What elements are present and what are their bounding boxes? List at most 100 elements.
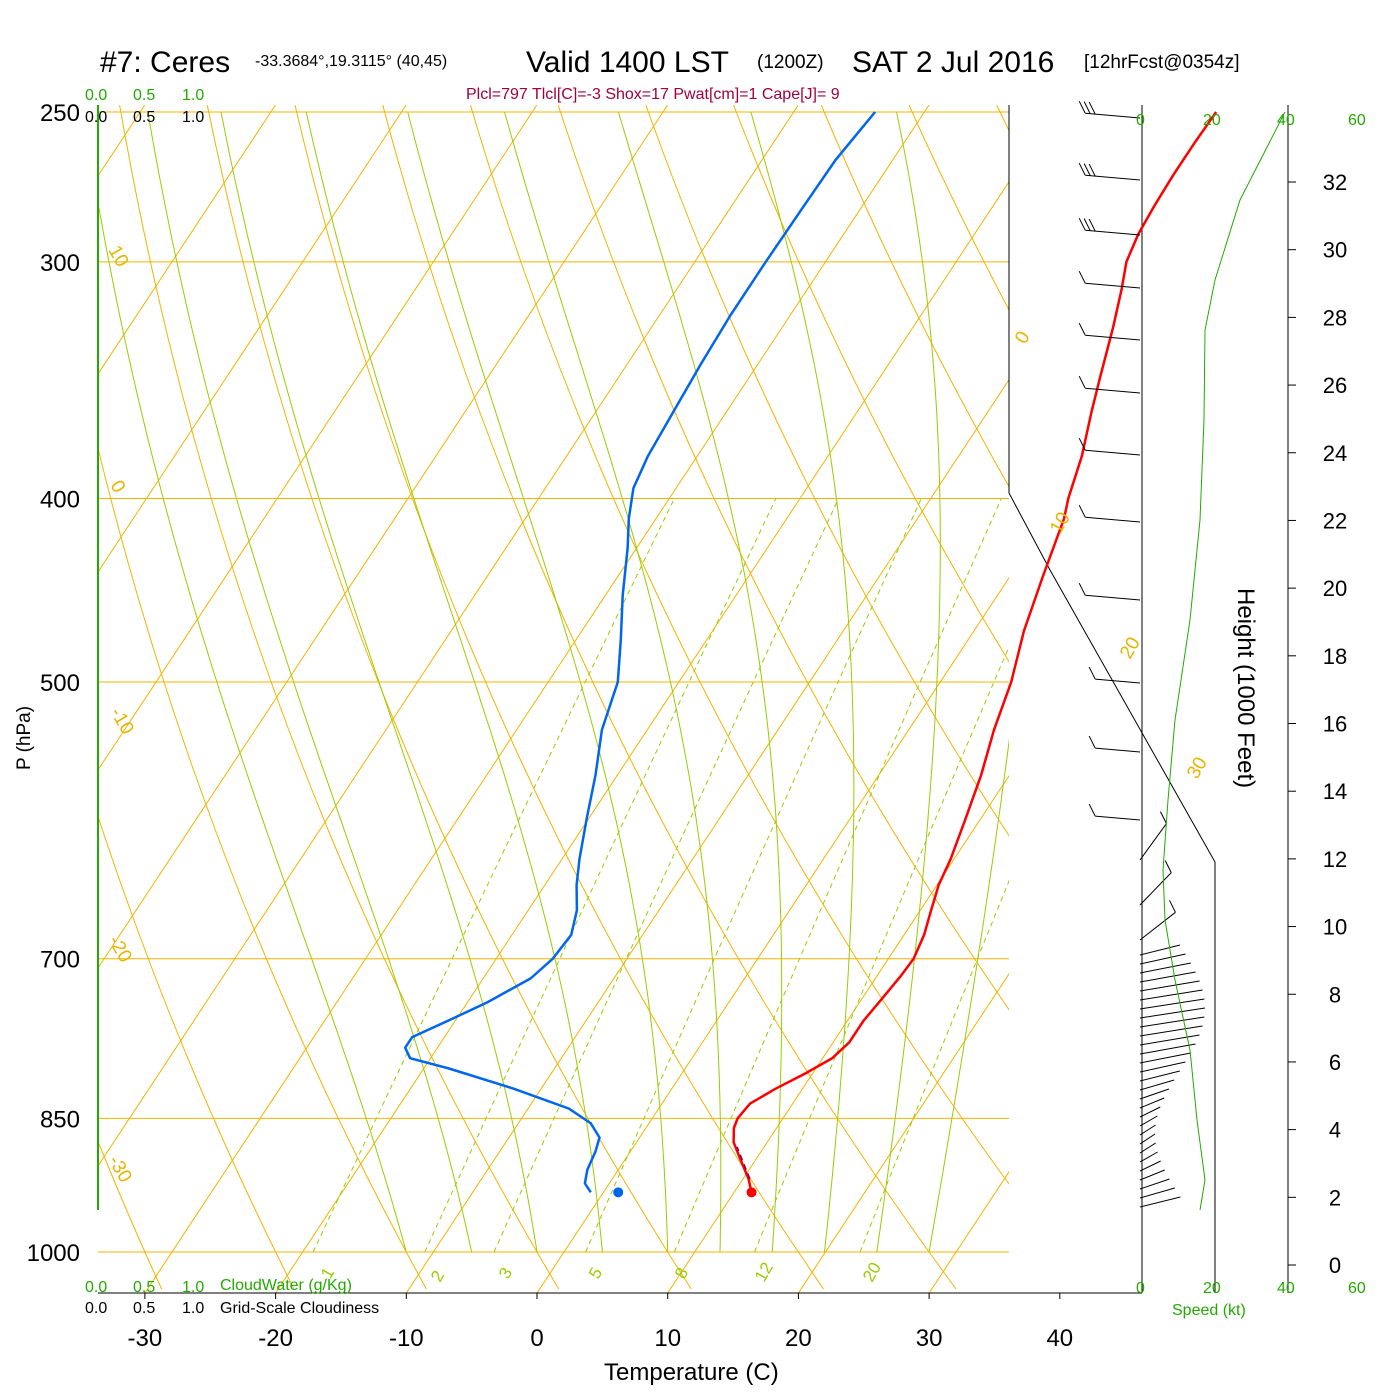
isotherm-label: 10: [104, 242, 133, 271]
wind-barb-staff: [1139, 911, 1176, 941]
isotherm-line: [98, 105, 668, 969]
wind-barb-staff: [1085, 112, 1141, 119]
low-level-barb: [1139, 998, 1205, 1010]
isotherm-line: [0, 105, 14, 1293]
cloudwater-scale-bottom-2: 1.0: [182, 1279, 204, 1296]
plot-area: [0, 105, 1009, 1293]
wind-barb: [1139, 811, 1167, 861]
low-level-barb: [1139, 962, 1191, 974]
dry-adiabat-line: [294, 105, 825, 1290]
isotherm-line: [667, 774, 1009, 1293]
x-axis-title: Temperature (C): [604, 1359, 779, 1386]
low-level-barb: [1139, 1196, 1181, 1208]
isotherm-label: -10: [106, 704, 138, 738]
wind-barb-feather: [1078, 100, 1086, 114]
wind-barb-feather: [1088, 101, 1096, 115]
height-tick-label: 6: [1329, 1050, 1341, 1075]
forecast-info: [12hrFcst@0354z]: [1084, 52, 1240, 73]
speed-tick-top-2: 40: [1277, 112, 1295, 129]
moist-adiabat-line: [407, 111, 669, 1253]
low-level-barb: [1139, 1187, 1175, 1199]
mixing-ratio-label: 2: [427, 1267, 448, 1285]
wind-barb: [1078, 100, 1141, 119]
height-tick-label: 14: [1323, 779, 1347, 804]
wind-barb: [1078, 375, 1141, 394]
moist-adiabat-line: [305, 111, 603, 1253]
isotherm-label: 10: [1046, 509, 1075, 538]
isotherm-line: [98, 105, 407, 573]
wind-barb-staff: [1085, 387, 1141, 394]
wind-speed-profile: [1162, 111, 1286, 1211]
low-level-barb: [1139, 1133, 1156, 1145]
low-level-barb: [1139, 1106, 1161, 1118]
speed-tick-bottom-0: 0: [1136, 1280, 1145, 1297]
mixing-ratio-line: [585, 498, 922, 1253]
cloudiness-scale-bottom-1: 0.5: [133, 1300, 155, 1317]
moist-adiabat-line: [98, 199, 407, 1253]
dry-adiabat-line: [557, 105, 1009, 1011]
dry-adiabat-line: [98, 814, 295, 1290]
dry-adiabat-line: [206, 105, 692, 1290]
wind-barb: [1078, 582, 1141, 601]
mixing-ratio-line: [493, 498, 840, 1253]
low-level-barb: [1139, 980, 1200, 992]
wind-barb-feather: [1083, 101, 1091, 114]
isotherm-line: [797, 973, 1009, 1293]
wind-barb-feather: [1169, 900, 1176, 913]
data-layer: [403, 111, 1218, 1198]
wind-barb-staff: [1085, 594, 1141, 601]
isotherm-line: [928, 1171, 1009, 1293]
wind-barb-staff: [1085, 516, 1141, 523]
wind-barb-feather: [1088, 666, 1096, 680]
speed-tick-top-0: 0: [1136, 112, 1145, 129]
dry-adiabat-line: [98, 1140, 163, 1290]
low-level-barb: [1139, 1025, 1203, 1037]
wind-barb-feather: [1078, 162, 1086, 176]
low-level-barb: [1139, 1115, 1158, 1127]
moist-adiabat-line: [617, 111, 783, 1253]
height-axis-title: Height (1000 Feet): [1232, 588, 1259, 788]
moist-adiabat-line: [147, 111, 473, 1253]
wind-barb: [1088, 735, 1141, 753]
height-tick-label: 24: [1323, 441, 1347, 466]
height-tick-label: 18: [1323, 644, 1347, 669]
mixing-ratio-line: [673, 498, 1002, 1253]
speed-tick-top-3: 60: [1348, 112, 1366, 129]
x-tick-label: 40: [1046, 1325, 1073, 1352]
wind-barbs: [1078, 100, 1286, 1211]
cloudwater-scale-bottom-0: 0.0: [85, 1279, 107, 1296]
surface-dewpoint-marker: [613, 1187, 624, 1198]
isotherm-label: -30: [104, 1152, 136, 1186]
isotherm-line: [144, 105, 930, 1293]
mixing-ratio-label: 8: [671, 1264, 692, 1282]
low-level-barb: [1139, 1151, 1158, 1163]
wind-barb: [1078, 322, 1141, 341]
height-tick-label: 16: [1323, 712, 1347, 737]
height-tick-label: 8: [1329, 982, 1341, 1007]
pressure-tick-label: 400: [40, 487, 80, 514]
cloudiness-label: Grid-Scale Cloudiness: [220, 1300, 379, 1317]
height-tick-label: 32: [1323, 170, 1347, 195]
cloudwater-scale-top-1: 0.5: [133, 87, 155, 104]
wind-barb-staff: [1139, 872, 1172, 906]
surface-temperature-marker: [746, 1187, 757, 1198]
low-level-barb: [1139, 1070, 1180, 1082]
mixing-ratio-label: 3: [495, 1264, 516, 1282]
wind-barb: [1078, 217, 1141, 236]
dry-adiabat-line: [733, 105, 1009, 663]
pressure-tick-label: 250: [40, 100, 80, 127]
right-axis: [1008, 105, 1216, 1293]
isotherm-line: [536, 576, 1009, 1293]
wind-barb-feather: [1164, 860, 1172, 873]
cloudiness-scale-bottom-0: 0.0: [85, 1300, 107, 1317]
pressure-tick-label: 850: [40, 1106, 80, 1133]
wind-barb-feather: [1078, 270, 1086, 284]
x-tick-label: 30: [916, 1325, 943, 1352]
wind-barb: [1139, 860, 1172, 906]
wind-barb-feather: [1078, 437, 1086, 451]
parcel-path: [736, 1146, 751, 1180]
mixing-ratio-line: [312, 498, 675, 1253]
moist-adiabat-line: [750, 111, 855, 1253]
wind-barb-staff: [1085, 449, 1141, 456]
